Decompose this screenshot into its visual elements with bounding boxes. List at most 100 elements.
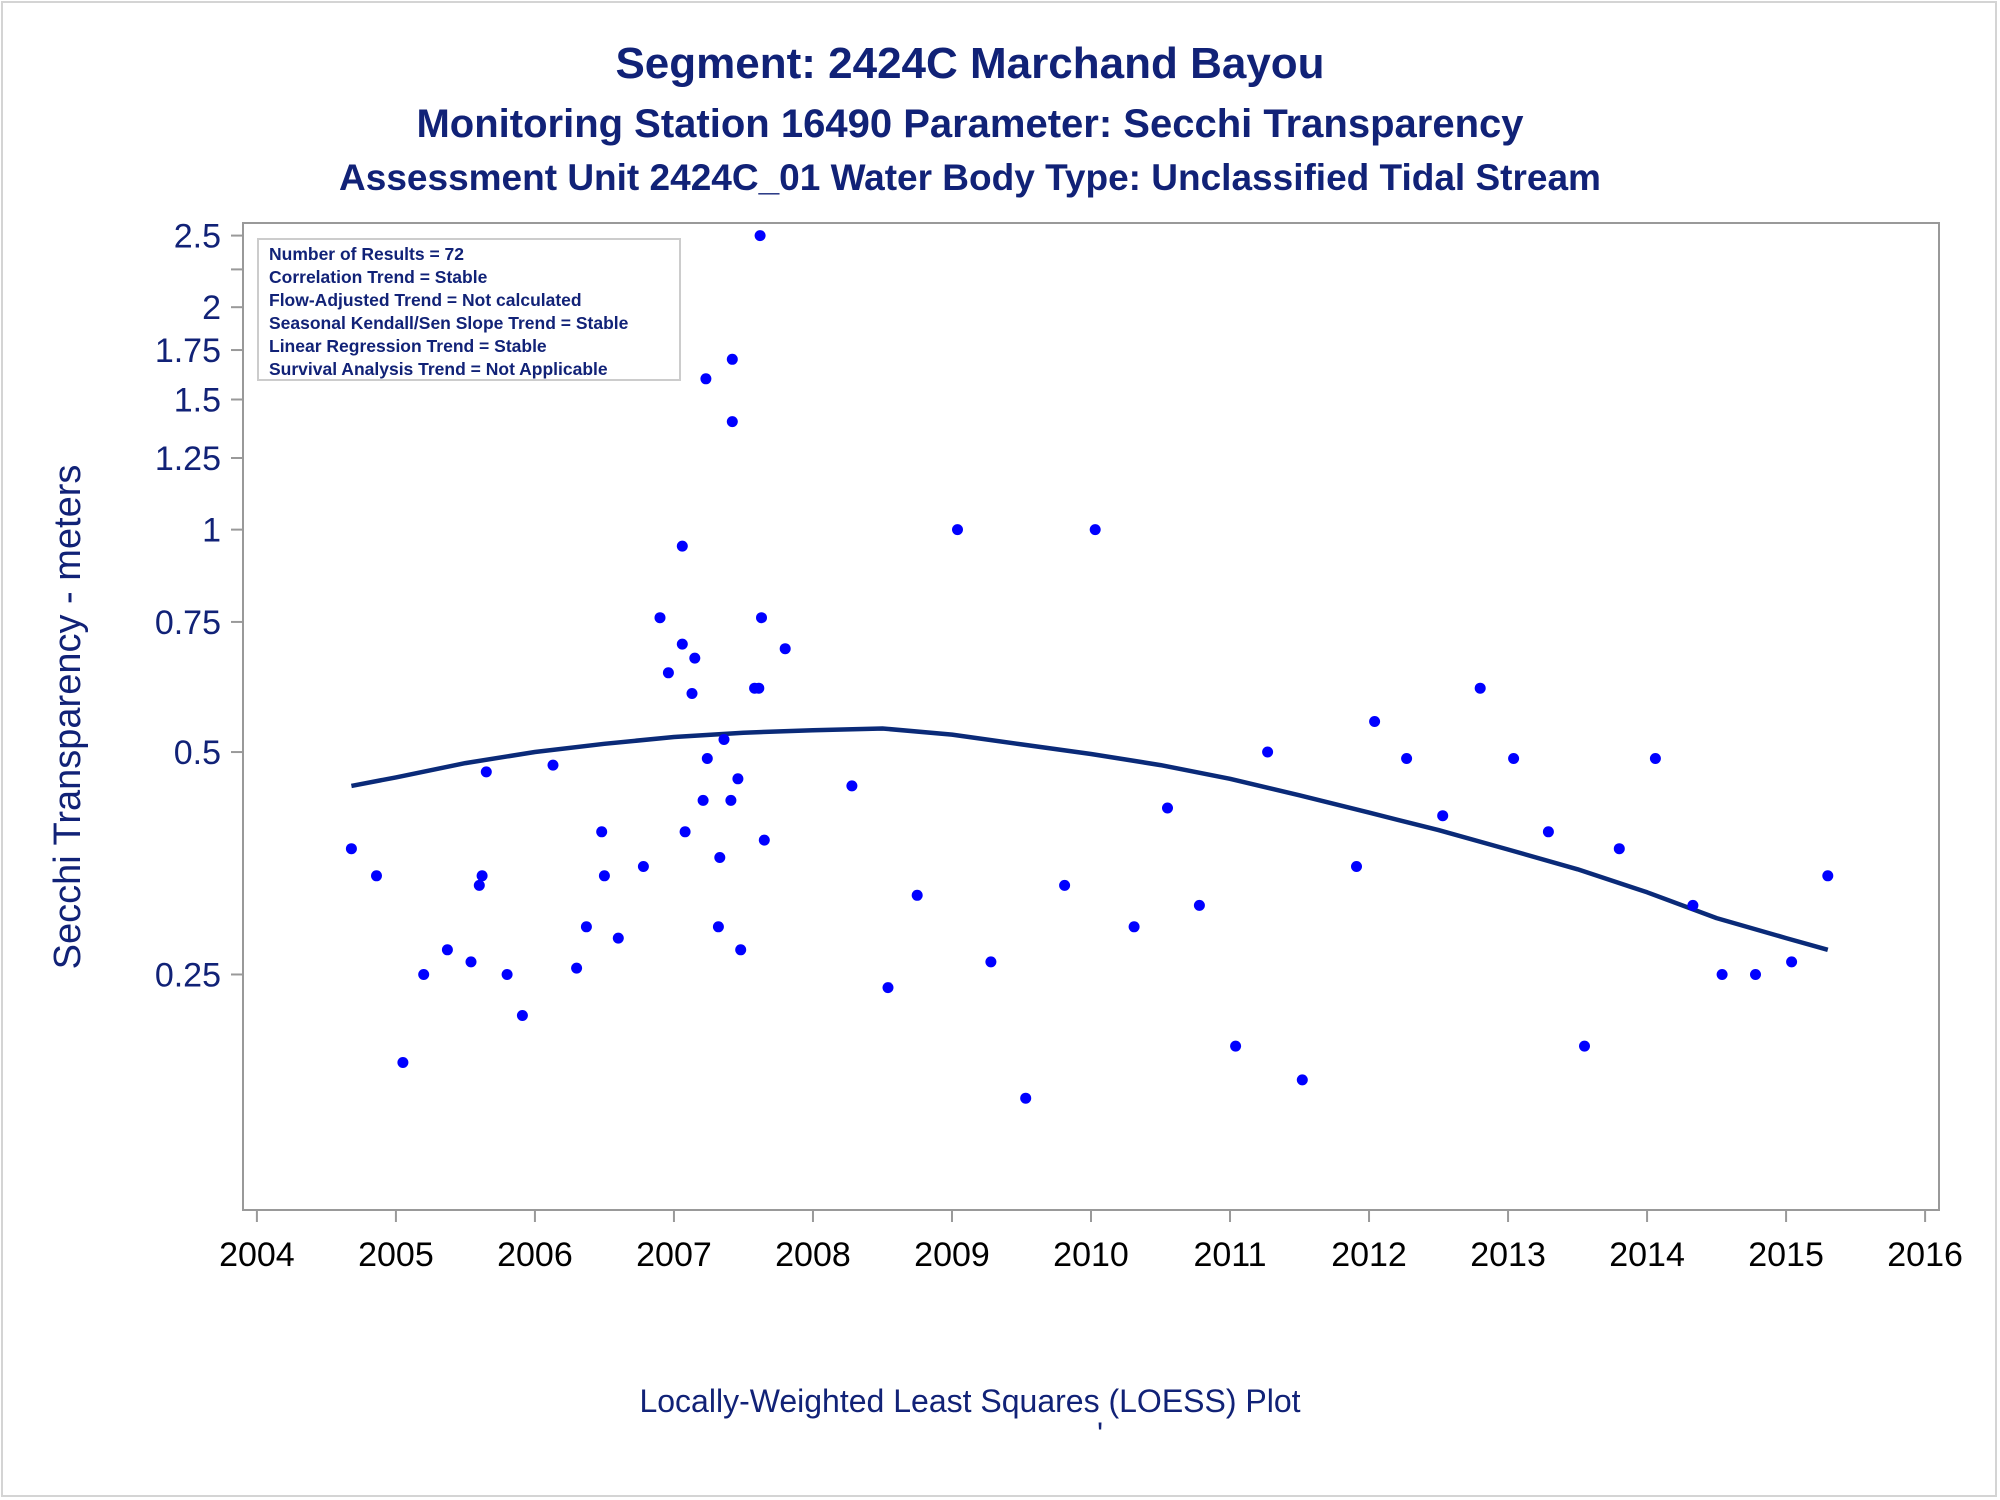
data-point	[345, 843, 357, 855]
stats-line-linear-regression: Linear Regression Trend = Stable	[269, 336, 547, 356]
data-point	[882, 982, 894, 994]
data-point	[501, 969, 513, 980]
data-point	[754, 230, 766, 242]
data-point	[712, 921, 724, 933]
y-axis: 0.25 0.5 0.75 1 1.25 1.5 1.75 2 2.5	[155, 218, 243, 994]
data-point	[1401, 753, 1413, 764]
x-axis: 2004 2005 2006 2007 2008 2009 2010 2011 2012 2013…	[219, 1210, 1963, 1274]
data-point	[700, 373, 712, 385]
y-tick-label: 2.5	[174, 218, 221, 256]
data-point	[1716, 969, 1728, 980]
stats-line-survival: Survival Analysis Trend = Not Applicable	[269, 359, 608, 379]
data-point	[701, 753, 713, 764]
data-point	[397, 1057, 409, 1068]
data-point	[1822, 870, 1834, 882]
data-point	[547, 759, 559, 771]
data-point	[1542, 826, 1554, 838]
footnote-mark: '	[1097, 1416, 1103, 1452]
stats-line-flow-adjusted: Flow-Adjusted Trend = Not calculated	[269, 290, 582, 310]
data-point	[725, 794, 737, 806]
x-tick-label: 2014	[1609, 1236, 1685, 1274]
data-point	[911, 889, 923, 901]
data-point	[676, 638, 688, 650]
data-point	[516, 1010, 528, 1021]
data-point	[1128, 921, 1140, 933]
data-point	[1262, 746, 1274, 758]
data-point	[952, 524, 963, 536]
x-tick-label: 2005	[358, 1236, 434, 1274]
stats-line-correlation: Correlation Trend = Stable	[269, 267, 488, 287]
data-point	[726, 416, 738, 428]
chart-title: Segment: 2424C Marchand Bayou	[615, 39, 1324, 88]
data-point	[735, 944, 747, 956]
data-point	[662, 667, 674, 679]
data-point	[1579, 1040, 1590, 1052]
y-axis-label: Secchi Transparency - meters	[47, 465, 89, 970]
data-point	[1193, 899, 1205, 911]
data-point	[1162, 802, 1173, 814]
data-point	[1750, 969, 1761, 980]
x-tick-label: 2015	[1748, 1236, 1824, 1274]
footnote: Locally-Weighted Least Squares (LOESS) P…	[639, 1383, 1300, 1419]
data-point	[726, 353, 738, 365]
data-point	[1474, 682, 1486, 694]
data-point	[718, 734, 730, 745]
data-point	[1296, 1074, 1308, 1086]
data-point	[596, 826, 608, 838]
x-tick-label: 2004	[219, 1236, 295, 1274]
data-point	[679, 826, 691, 838]
data-point	[580, 921, 592, 933]
data-point	[476, 870, 488, 882]
data-point	[676, 540, 688, 552]
chart-subtitle-2: Assessment Unit 2424C_01 Water Body Type…	[339, 157, 1601, 198]
data-point	[697, 794, 709, 806]
data-point	[732, 773, 744, 785]
data-point	[1687, 899, 1699, 911]
data-point	[779, 643, 791, 655]
data-point	[371, 870, 382, 882]
data-point	[1437, 810, 1449, 822]
x-tick-label: 2008	[775, 1236, 851, 1274]
data-point	[1786, 956, 1798, 968]
data-point	[1649, 753, 1661, 764]
x-tick-label: 2013	[1470, 1236, 1546, 1274]
y-tick-label: 1	[202, 512, 221, 550]
data-point	[758, 834, 770, 846]
loess-curve	[350, 726, 1829, 952]
data-point	[441, 944, 453, 956]
data-point	[612, 932, 624, 944]
data-point	[846, 780, 858, 792]
data-point	[465, 956, 477, 968]
stats-line-results: Number of Results = 72	[269, 244, 464, 264]
y-tick-label: 1.5	[174, 382, 221, 420]
y-tick-label: 0.5	[174, 734, 221, 772]
y-tick-label: 1.25	[155, 440, 221, 478]
x-tick-label: 2012	[1331, 1236, 1407, 1274]
data-point	[598, 870, 610, 882]
data-point	[1351, 861, 1362, 872]
data-point	[1230, 1040, 1242, 1052]
x-tick-label: 2009	[914, 1236, 990, 1274]
x-tick-label: 2011	[1193, 1236, 1266, 1274]
y-tick-label: 0.75	[155, 604, 221, 642]
data-point	[1508, 753, 1520, 764]
data-point	[714, 852, 726, 863]
x-tick-label: 2006	[497, 1236, 573, 1274]
data-marks	[345, 230, 1834, 1104]
data-point	[1613, 843, 1625, 855]
chart-subtitle-1: Monitoring Station 16490 Parameter: Secc…	[416, 102, 1524, 146]
x-tick-label: 2007	[636, 1236, 712, 1274]
data-point	[637, 861, 649, 872]
data-point	[571, 962, 583, 974]
data-point	[1369, 716, 1381, 727]
data-point	[689, 652, 701, 664]
data-point	[654, 612, 666, 624]
data-point	[480, 766, 492, 778]
plot-area	[242, 222, 1940, 1211]
data-point	[756, 612, 767, 624]
y-tick-label: 2	[202, 289, 221, 327]
data-point	[985, 956, 997, 968]
stats-box: Number of Results = 72 Correlation Trend…	[257, 238, 681, 381]
y-tick-label: 0.25	[155, 956, 221, 994]
